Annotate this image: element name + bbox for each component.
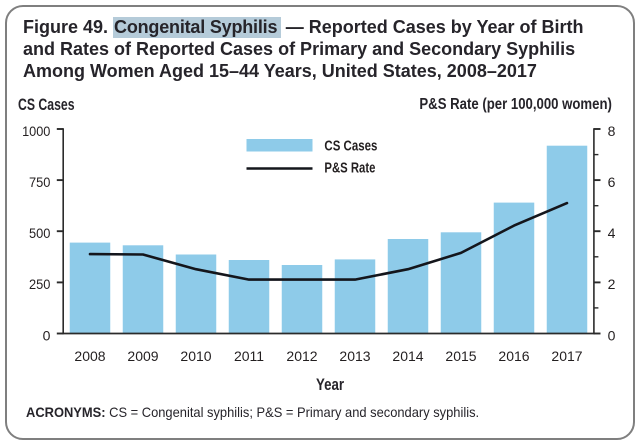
svg-text:2012: 2012 [286,348,317,364]
svg-text:2: 2 [608,276,616,292]
svg-text:2013: 2013 [339,348,370,364]
svg-text:2016: 2016 [498,348,529,364]
svg-text:6: 6 [608,174,616,190]
svg-text:250: 250 [29,276,51,292]
svg-text:CS Cases: CS Cases [324,138,377,154]
svg-text:2008: 2008 [74,348,105,364]
svg-text:0: 0 [608,327,616,343]
svg-text:1000: 1000 [22,123,50,139]
svg-text:4: 4 [608,225,616,241]
svg-text:2015: 2015 [445,348,476,364]
svg-text:2017: 2017 [551,348,582,364]
svg-text:8: 8 [608,123,616,139]
svg-text:0: 0 [43,327,51,343]
svg-text:2014: 2014 [392,348,423,364]
svg-text:2009: 2009 [127,348,158,364]
svg-text:P&S Rate: P&S Rate [324,161,375,177]
svg-text:750: 750 [29,174,51,190]
svg-text:500: 500 [29,225,51,241]
svg-text:2010: 2010 [180,348,211,364]
svg-text:2011: 2011 [234,348,264,364]
